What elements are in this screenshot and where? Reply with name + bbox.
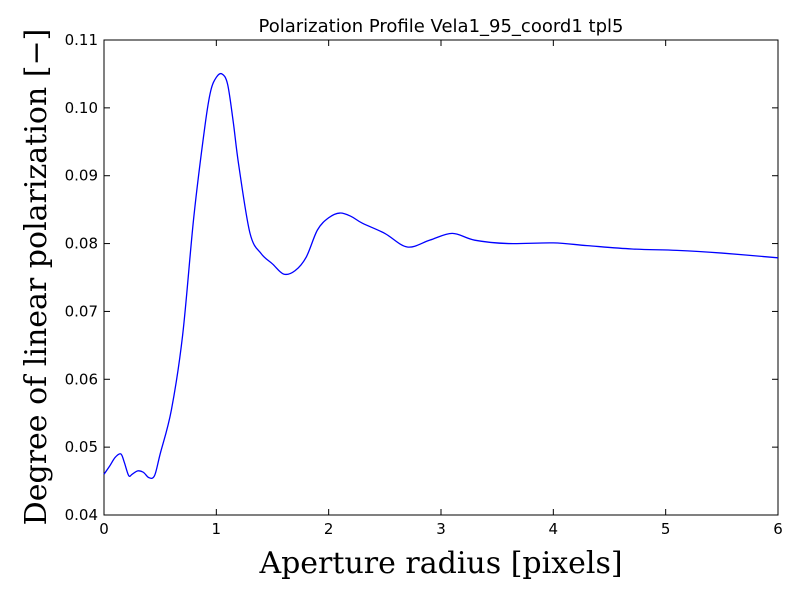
y-tick-label: 0.09 <box>65 167 98 185</box>
y-tick-label: 0.06 <box>65 370 98 388</box>
y-tick-label: 0.10 <box>65 99 98 117</box>
series-line <box>103 72 779 480</box>
x-tick-label: 0 <box>99 520 109 538</box>
x-tick-label: 5 <box>661 520 671 538</box>
x-tick-label: 2 <box>324 520 334 538</box>
y-tick-label: 0.07 <box>65 302 98 320</box>
x-tick-label: 6 <box>773 520 783 538</box>
chart-title: Polarization Profile Vela1_95_coord1 tpl… <box>259 16 624 37</box>
tick-layer: 0 1 2 3 4 5 6 0.04 0.05 0.06 0.07 0.08 0.09 0.10 0.11 <box>65 31 783 538</box>
y-tick-label: 0.05 <box>65 438 98 456</box>
y-axis-label: Degree of linear polarization [−] <box>19 29 54 526</box>
x-tick-label: 1 <box>212 520 222 538</box>
data-line-layer <box>103 72 779 480</box>
plot-area-frame <box>103 39 779 516</box>
x-tick-label: 3 <box>436 520 446 538</box>
x-axis-label: Aperture radius [pixels] <box>258 546 622 581</box>
x-tick-label: 4 <box>549 520 559 538</box>
y-tick-label: 0.08 <box>65 235 98 253</box>
y-tick-label: 0.04 <box>65 506 98 524</box>
plot-area: 0 1 2 3 4 5 6 0.04 0.05 0.06 0.07 0.08 0.09 0.10 0.11 <box>65 31 783 538</box>
y-tick-label: 0.11 <box>65 31 98 49</box>
